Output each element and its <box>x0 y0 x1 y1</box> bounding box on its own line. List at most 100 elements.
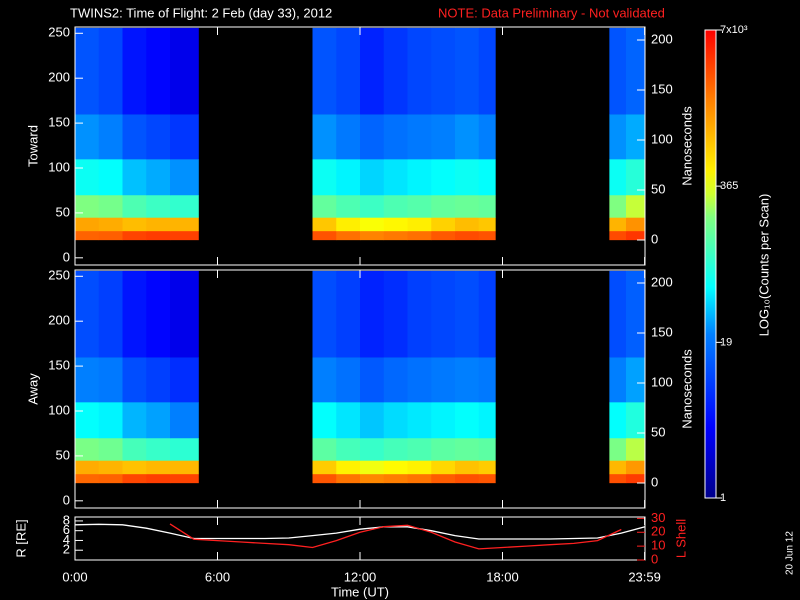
heatmap-cell <box>455 402 480 439</box>
heatmap-cell <box>609 114 627 160</box>
heatmap-cell <box>146 230 171 241</box>
colorbar-tick-label: 365 <box>720 180 738 192</box>
heatmap-cell <box>383 159 408 196</box>
heatmap-cell <box>122 437 147 461</box>
heatmap-cell <box>336 217 361 232</box>
note: NOTE: Data Preliminary - Not validated <box>438 5 665 20</box>
heatmap-cell <box>455 194 480 218</box>
x-tick-label: 23:59 <box>628 569 661 584</box>
heatmap-cell <box>455 357 480 403</box>
heatmap-cell <box>75 217 100 232</box>
heatmap-cell <box>626 437 646 461</box>
heatmap-cell <box>336 357 361 403</box>
y2-tick-label: 0 <box>651 551 658 566</box>
y2-tick-label: 0 <box>651 231 658 246</box>
heatmap-cell <box>478 194 496 218</box>
heatmap-cell <box>336 402 361 439</box>
y2-tick-label: 10 <box>651 538 665 553</box>
heatmap-cell <box>360 194 385 218</box>
heatmap-cell <box>609 194 627 218</box>
heatmap-cell <box>455 230 480 241</box>
heatmap-cell <box>609 473 627 484</box>
heatmap-cell <box>336 473 361 484</box>
heatmap-cell <box>609 460 627 475</box>
heatmap-cell <box>122 402 147 439</box>
heatmap-cell <box>98 473 123 484</box>
heatmap-cell <box>407 194 432 218</box>
y-tick-label: 0 <box>63 249 70 264</box>
heatmap-cell <box>609 357 627 403</box>
heatmap-cell <box>360 357 385 403</box>
heatmap-cell <box>336 194 361 218</box>
heatmap-cell <box>383 194 408 218</box>
heatmap-cell <box>336 437 361 461</box>
heatmap-cell <box>478 402 496 439</box>
heatmap-cell <box>407 437 432 461</box>
y-tick-label: 50 <box>56 204 70 219</box>
heatmap-cell <box>170 230 199 241</box>
heatmap-cell <box>170 270 199 358</box>
heatmap-cell <box>407 270 432 358</box>
heatmap-cell <box>431 357 456 403</box>
heatmap-cell <box>98 402 123 439</box>
x-tick-label: 0:00 <box>62 569 87 584</box>
y-tick-label: 50 <box>56 447 70 462</box>
heatmap-cell <box>478 460 496 475</box>
heatmap-cell <box>360 402 385 439</box>
heatmap-cell <box>455 114 480 160</box>
heatmap-cell <box>98 230 123 241</box>
heatmap-cell <box>609 270 627 358</box>
heatmap-cell <box>609 217 627 232</box>
heatmap-cell <box>122 460 147 475</box>
heatmap-cell <box>383 460 408 475</box>
heatmap-cell <box>383 114 408 160</box>
heatmap-cell <box>122 27 147 115</box>
heatmap-cell <box>431 460 456 475</box>
heatmap-cell <box>98 194 123 218</box>
y2-tick-label: 200 <box>651 274 673 289</box>
heatmap-cell <box>170 402 199 439</box>
heatmap-cell <box>98 159 123 196</box>
heatmap-cell <box>122 159 147 196</box>
colorbar <box>704 29 717 499</box>
heatmap-cell <box>455 473 480 484</box>
heatmap-cell <box>431 270 456 358</box>
heatmap-cell <box>122 270 147 358</box>
heatmap-cell <box>407 159 432 196</box>
colorbar-tick-label: 1 <box>720 492 726 504</box>
y-tick-label: 250 <box>48 268 70 283</box>
heatmap-cell <box>383 27 408 115</box>
heatmap-cell <box>407 114 432 160</box>
heatmap-cell <box>383 473 408 484</box>
y2-tick-label: 150 <box>651 324 673 339</box>
heatmap-cell <box>407 460 432 475</box>
y-tick-label: 200 <box>48 313 70 328</box>
heatmap-cell <box>146 27 171 115</box>
heatmap-cell <box>312 27 337 115</box>
heatmap-cell <box>478 230 496 241</box>
heatmap-cell <box>312 473 337 484</box>
x-tick-label: 12:00 <box>344 569 377 584</box>
heatmap-cell <box>478 217 496 232</box>
heatmap-cell <box>98 27 123 115</box>
heatmap-cell <box>431 402 456 439</box>
y-tick-label: 100 <box>48 159 70 174</box>
heatmap-cell <box>312 357 337 403</box>
heatmap-cell <box>146 357 171 403</box>
heatmap-cell <box>75 460 100 475</box>
heatmap-cell <box>98 357 123 403</box>
heatmap-cell <box>407 230 432 241</box>
y2-tick-label: 30 <box>651 510 665 525</box>
heatmap-cell <box>98 114 123 160</box>
heatmap-cell <box>431 194 456 218</box>
heatmap-cell <box>609 159 627 196</box>
heatmap-cell <box>360 460 385 475</box>
colorbar-label: LOG₁₀(Counts per Scan) <box>756 194 771 337</box>
heatmap-cell <box>146 473 171 484</box>
heatmap-cell <box>455 217 480 232</box>
y-tick-label: 200 <box>48 70 70 85</box>
heatmap-cell <box>407 357 432 403</box>
y2-tick-label: 100 <box>651 131 673 146</box>
heatmap-cell <box>312 159 337 196</box>
